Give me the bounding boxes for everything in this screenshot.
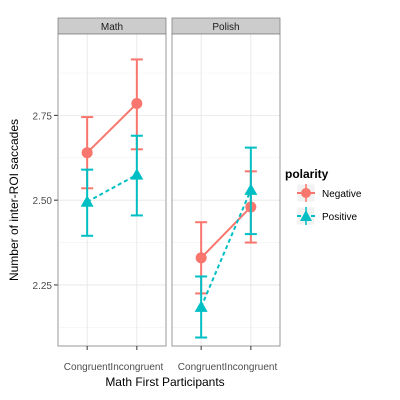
facet-label: Math: [101, 22, 123, 33]
y-tick-label: 2.75: [33, 111, 53, 122]
legend-label: Negative: [322, 189, 362, 200]
y-tick-label: 2.25: [33, 281, 53, 292]
x-tick-label: Congruent: [64, 362, 111, 373]
x-tick-label: Incongruent: [224, 362, 277, 373]
panel-background: [172, 34, 280, 346]
panel-background: [58, 34, 166, 346]
panel-border: [57, 33, 167, 347]
y-tick-label: 2.50: [33, 196, 53, 207]
legend: polarity Negative Positive: [285, 167, 362, 226]
legend-title: polarity: [285, 167, 329, 181]
facet-label: Polish: [212, 22, 239, 33]
data-point-positive: [80, 195, 94, 207]
panel-math: Math Congruent Incongruent: [57, 17, 167, 373]
legend-item-negative: Negative: [296, 183, 362, 203]
series-line-positive: [86, 173, 138, 203]
panel-polish: Polish Congruent Incongruent: [171, 17, 281, 373]
data-point-positive: [194, 300, 208, 312]
x-axis-title: Math First Participants: [105, 375, 224, 389]
x-tick-label: Incongruent: [110, 362, 163, 373]
series-line-negative: [200, 206, 252, 259]
data-point-positive: [244, 183, 258, 195]
legend-item-positive: Positive: [296, 206, 357, 226]
x-tick-label: Congruent: [178, 362, 225, 373]
data-point-positive: [130, 168, 144, 180]
panel-border: [171, 33, 281, 347]
y-axis-title: Number of inter-ROI saccades: [7, 119, 21, 281]
data-point-negative: [195, 252, 207, 264]
data-point-negative: [131, 98, 143, 110]
legend-label: Positive: [322, 212, 357, 223]
series-line-negative: [86, 102, 138, 154]
series-line-positive: [200, 189, 252, 308]
data-point-negative: [81, 147, 93, 159]
